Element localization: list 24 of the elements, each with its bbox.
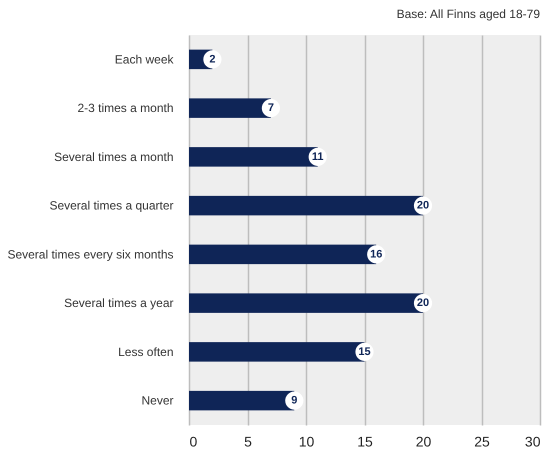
x-tick-label: 15 — [357, 434, 373, 450]
data-label: 20 — [416, 297, 430, 310]
y-tick-label: Several times a month — [54, 150, 174, 164]
y-tick-label: Less often — [118, 344, 174, 359]
data-label: 11 — [312, 150, 324, 163]
data-label: 16 — [370, 248, 382, 260]
y-tick-label: 2-3 times a month — [77, 101, 174, 116]
y-tick-label: Several times every six months — [7, 247, 174, 262]
data-label: 20 — [416, 200, 430, 212]
data-label: 15 — [358, 346, 371, 358]
y-tick-label: Several times a quarter — [49, 198, 174, 213]
x-tick-label: 10 — [298, 434, 314, 450]
x-tick-label: 20 — [416, 434, 432, 450]
y-tick-label: Each week — [114, 52, 174, 66]
x-tick-label: 25 — [474, 434, 490, 450]
text: Base: All Finns aged 18-79 — [396, 7, 540, 21]
data-label: 9 — [291, 394, 298, 407]
y-tick-label: Several times a year — [64, 296, 174, 310]
data-label: 2 — [209, 53, 216, 66]
x-tick-label: 5 — [244, 434, 252, 450]
x-tick-label: 30 — [524, 434, 541, 450]
x-tick-label: 0 — [190, 434, 198, 450]
data-label: 7 — [268, 102, 274, 114]
y-tick-label: Never — [141, 394, 174, 408]
